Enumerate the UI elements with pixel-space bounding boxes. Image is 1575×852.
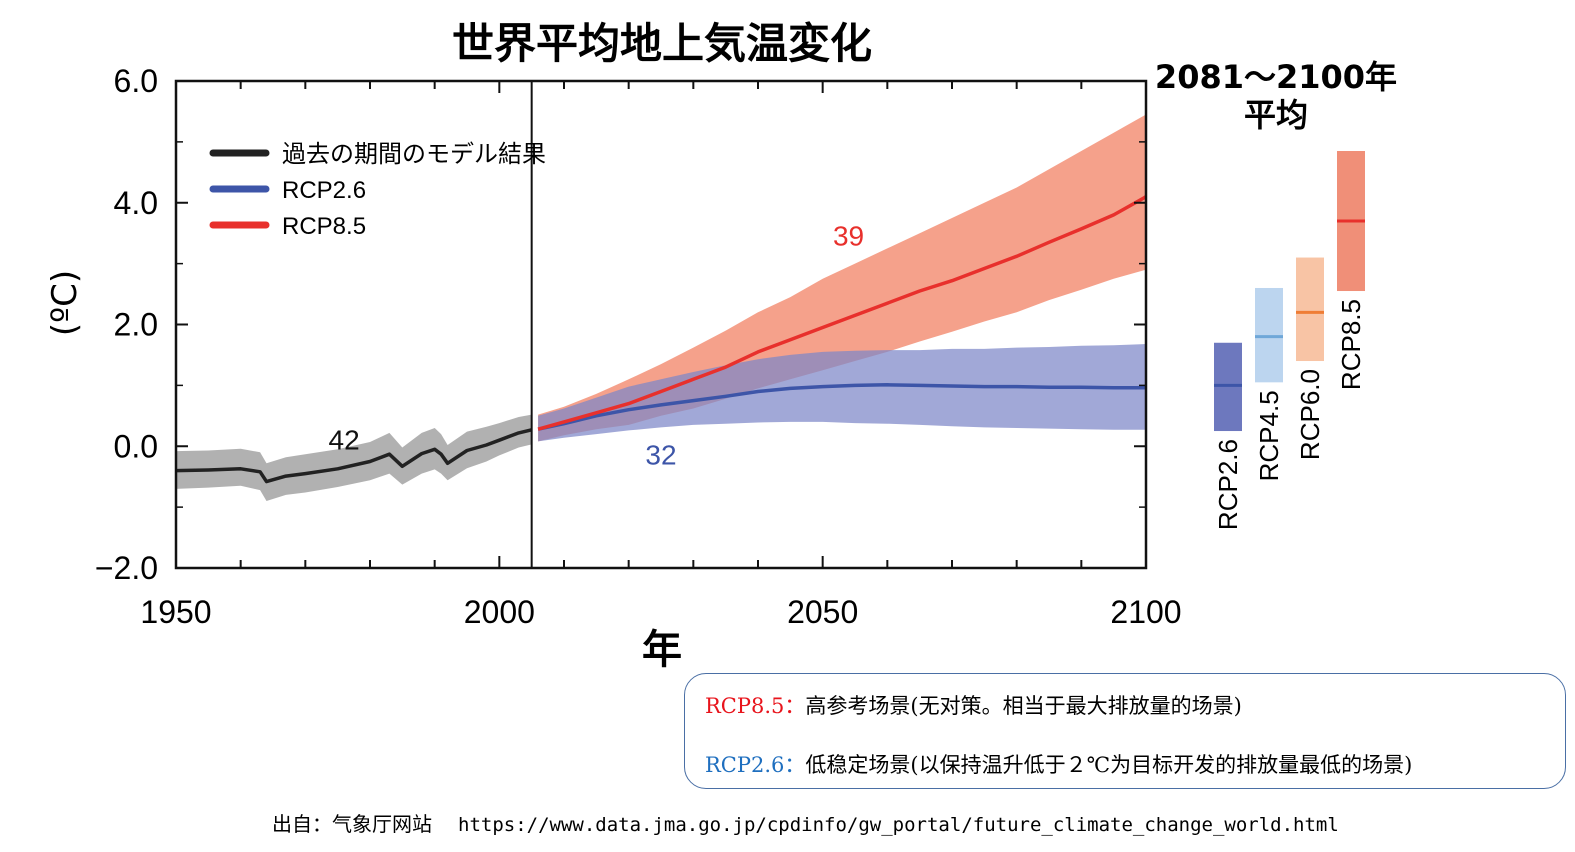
x-axis-label: 年	[642, 627, 682, 673]
avg-bar-RCP6.0	[1296, 257, 1324, 362]
note-rcp26-text: 低稳定场景(以保持温升低于２℃为目标开发的排放量最低的场景)	[805, 753, 1413, 777]
x-axis-ticks: 1950 2000 2050 2100	[140, 81, 1182, 630]
note-rcp26: RCP2.6：低稳定场景(以保持温升低于２℃为目标开发的排放量最低的场景)	[705, 749, 1412, 779]
note-rcp85-label: RCP8.5：	[705, 694, 806, 718]
y-tick-label: 6.0	[114, 63, 158, 99]
note-rcp85-text: 高参考场景(无对策。相当于最大排放量的场景)	[805, 694, 1242, 718]
legend-label: RCP2.6	[282, 177, 366, 204]
series-lines	[175, 195, 1147, 484]
avg-label-RCP2.6: RCP2.6	[1213, 439, 1243, 530]
y-tick-label: 0.0	[114, 428, 158, 464]
model-count-labels: 42 32 39	[329, 220, 865, 470]
period-average-title-line2: 平均	[1244, 96, 1308, 134]
y-axis-ticks: 6.0 4.0 2.0 0.0 −2.0	[95, 63, 1146, 586]
avg-label-RCP8.5: RCP8.5	[1336, 299, 1366, 390]
legend-label: RCP8.5	[282, 213, 366, 240]
temperature-chart: 世界平均地上気温変化 6.0 4.0 2.0 0.0 −2.0 1950 2000 2050…	[45, 19, 1397, 673]
source-credit: 出自：气象厅网站 https://www.data.jma.go.jp/cpdin…	[272, 808, 1339, 837]
line-過去の期間のモデル結果	[175, 428, 533, 484]
x-tick-label: 2100	[1110, 594, 1181, 630]
y-tick-label: −2.0	[95, 550, 158, 586]
y-tick-label: 4.0	[114, 185, 158, 221]
source-url: https://www.data.jma.go.jp/cpdinfo/gw_po…	[458, 814, 1339, 836]
avg-bar-RCP2.6	[1214, 342, 1242, 432]
model-count-RCP2.6: 32	[645, 440, 676, 471]
line-RCP2.6	[537, 383, 1146, 431]
chart-title: 世界平均地上気温変化	[452, 19, 872, 68]
y-axis-label: (ºC)	[45, 270, 85, 336]
band-RCP8.5	[538, 114, 1146, 442]
band-RCP2.6	[538, 344, 1146, 442]
avg-bar-RCP4.5	[1255, 287, 1283, 383]
scenario-notes: RCP8.5：高参考场景(无对策。相当于最大排放量的场景) RCP2.6：低稳定…	[684, 673, 1566, 789]
source-label: 出自：气象厅网站	[272, 812, 432, 836]
period-average-title-line1: 2081～2100年	[1155, 58, 1397, 96]
x-tick-label: 2000	[464, 594, 535, 630]
period-average-bars: RCP2.6 RCP4.5 RCP6.0 RCP8.5	[1213, 151, 1366, 530]
x-tick-label: 2050	[787, 594, 858, 630]
note-rcp85: RCP8.5：高参考场景(无对策。相当于最大排放量的场景)	[705, 690, 1242, 720]
note-rcp26-label: RCP2.6：	[705, 753, 806, 777]
line-RCP8.5	[537, 195, 1147, 431]
y-tick-label: 2.0	[114, 307, 158, 343]
avg-label-RCP4.5: RCP4.5	[1254, 390, 1284, 481]
model-count-RCP8.5: 39	[833, 220, 864, 251]
legend: 過去の期間のモデル結果 RCP2.6 RCP8.5	[209, 141, 546, 240]
legend-label: 過去の期間のモデル結果	[282, 141, 546, 168]
x-tick-label: 1950	[140, 594, 211, 630]
avg-label-RCP6.0: RCP6.0	[1295, 369, 1325, 460]
model-count-過去の期間のモデル結果: 42	[329, 424, 360, 455]
